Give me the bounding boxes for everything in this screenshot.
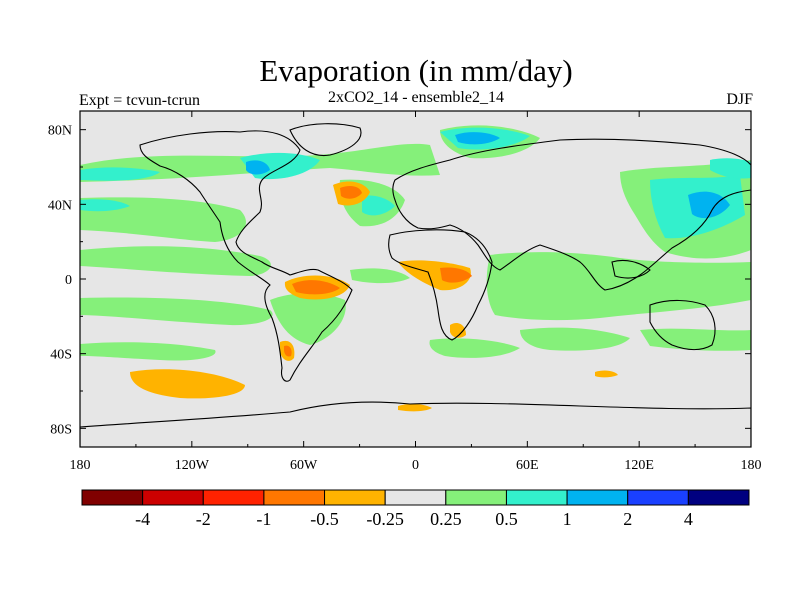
colorbar-label: 2	[623, 509, 632, 529]
field-green-south-africa-ocean	[429, 338, 520, 358]
field-green-southern-indian	[520, 327, 630, 351]
colorbar-label: -0.25	[366, 509, 404, 529]
colorbar-swatch	[445, 489, 507, 506]
lat-tick-label: 40N	[48, 198, 72, 213]
coast-antarctica	[80, 401, 751, 447]
field-aqua-north-pacific-west	[80, 167, 160, 181]
field-green-equatorial-atlantic	[350, 268, 410, 284]
coast-greenland	[289, 123, 362, 157]
field-green-south-america	[270, 293, 346, 345]
field-aqua-mid-atlantic	[362, 195, 395, 216]
colorbar-swatch	[566, 489, 629, 506]
lat-tick-label: 80N	[48, 124, 72, 139]
lat-tick-label: 80S	[50, 422, 72, 437]
colorbar-label: -4	[135, 509, 150, 529]
colorbar-swatch	[627, 489, 689, 506]
field-orange-south-africa	[450, 323, 466, 338]
coast-eurasia	[392, 138, 751, 291]
colorbar-label: 0.25	[430, 509, 462, 529]
colorbar-swatch	[505, 489, 568, 506]
field-darkorange-north-atlantic	[340, 185, 362, 199]
field-aqua-bering	[710, 158, 751, 179]
experiment-label: Expt = tcvun-tcrun	[79, 92, 200, 109]
latitude-axis: 80N 40N 0 40S 80S	[48, 124, 751, 437]
colorbar-label: 0.5	[495, 509, 518, 529]
colorbar-label: -0.5	[310, 509, 339, 529]
lon-tick-label: 120E	[624, 458, 654, 473]
coastlines	[80, 123, 751, 447]
lon-tick-label: 180	[70, 458, 91, 473]
colorbar-label: 1	[563, 509, 572, 529]
colorbar-swatch	[324, 489, 386, 506]
field-blue-japan-sea	[688, 191, 730, 219]
coast-americas	[139, 130, 353, 382]
colorbar-label: -2	[196, 509, 211, 529]
colorbar-swatch	[81, 489, 144, 506]
coast-maritime-continent	[611, 259, 651, 279]
longitude-axis: 180 120W 60W 0 60E 120E 180	[70, 111, 762, 473]
field-green-tropical-pacific-south	[80, 297, 273, 326]
field-green-south-pacific	[80, 342, 216, 361]
field-darkorange-amazon	[292, 280, 340, 295]
field-green-south-of-australia	[640, 328, 751, 351]
season-label: DJF	[726, 91, 753, 108]
field-aqua-pacific-west-edge	[80, 199, 130, 212]
coast-australia	[649, 299, 716, 351]
field-darkorange-africa	[440, 267, 472, 283]
run-label: 2xCO2_14 - ensemble2_14	[328, 89, 504, 106]
field-blue-arctic	[455, 132, 500, 145]
lon-tick-label: 60W	[290, 458, 318, 473]
coast-africa	[388, 229, 493, 341]
field-darkorange-patagonia	[284, 345, 292, 357]
colorbar-label: -1	[256, 509, 271, 529]
lon-tick-label: 120W	[175, 458, 210, 473]
lat-tick-label: 0	[65, 273, 72, 288]
lat-tick-label: 40S	[50, 348, 72, 363]
colorbar-swatch	[142, 489, 204, 506]
field-orange-antarctic	[398, 403, 432, 412]
field-orange-south-pacific	[130, 369, 245, 399]
field-blue-labrador	[246, 160, 270, 175]
colorbar-label: 4	[684, 509, 693, 529]
lon-tick-label: 180	[741, 458, 762, 473]
field-green-tropical-pacific-north	[80, 246, 271, 276]
colorbar: -4 -2 -1 -0.5 -0.25 0.25 0.5 1 2 4	[81, 489, 750, 529]
colorbar-swatch	[263, 489, 326, 506]
field-orange-southern-ocean	[595, 370, 618, 378]
map-title: Evaporation (in mm/day)	[259, 53, 573, 88]
colorbar-swatch	[202, 489, 265, 506]
lon-tick-label: 60E	[516, 458, 539, 473]
lon-tick-label: 0	[412, 458, 419, 473]
colorbar-swatch	[687, 489, 750, 506]
colorbar-swatch	[384, 489, 447, 506]
